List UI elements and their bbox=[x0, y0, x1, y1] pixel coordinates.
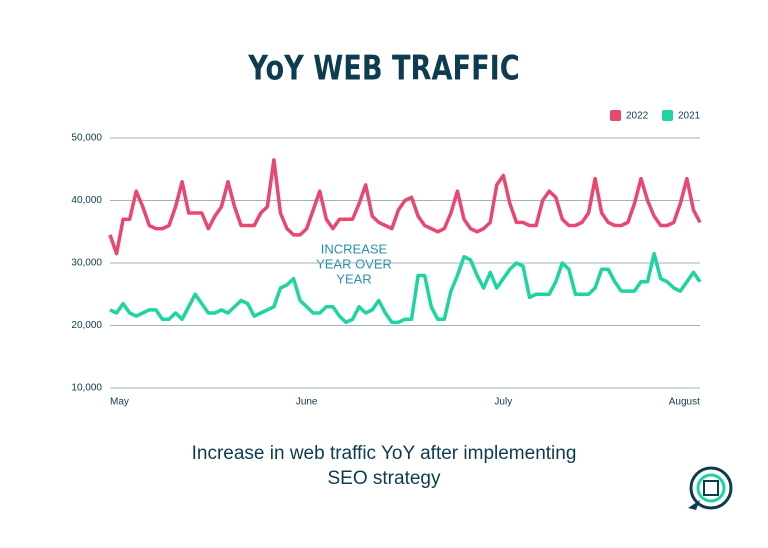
caption: Increase in web traffic YoY after implem… bbox=[192, 443, 577, 464]
annotation: YEAR bbox=[336, 271, 371, 286]
logo bbox=[688, 466, 733, 510]
annotation: INCREASE bbox=[321, 241, 388, 256]
x-tick-label: May bbox=[110, 397, 129, 408]
y-tick-label: 10,000 bbox=[71, 383, 102, 394]
y-tick-label: 40,000 bbox=[71, 195, 102, 206]
series-line bbox=[109, 251, 702, 325]
x-tick-label: July bbox=[494, 397, 512, 408]
x-tick-label: August bbox=[669, 397, 700, 408]
series-line bbox=[108, 158, 702, 256]
x-tick-label: June bbox=[296, 397, 318, 408]
legend-label: 2021 bbox=[678, 111, 701, 122]
y-tick-label: 50,000 bbox=[71, 133, 102, 144]
legend-swatch bbox=[662, 110, 673, 121]
caption: SEO strategy bbox=[328, 468, 441, 489]
chart-title: YoY WEB TRAFFIC bbox=[247, 48, 519, 88]
y-tick-label: 30,000 bbox=[71, 258, 102, 269]
legend-label: 2022 bbox=[626, 111, 649, 122]
y-tick-label: 20,000 bbox=[71, 320, 102, 331]
annotation: YEAR OVER bbox=[316, 256, 392, 271]
legend-swatch bbox=[610, 110, 621, 121]
